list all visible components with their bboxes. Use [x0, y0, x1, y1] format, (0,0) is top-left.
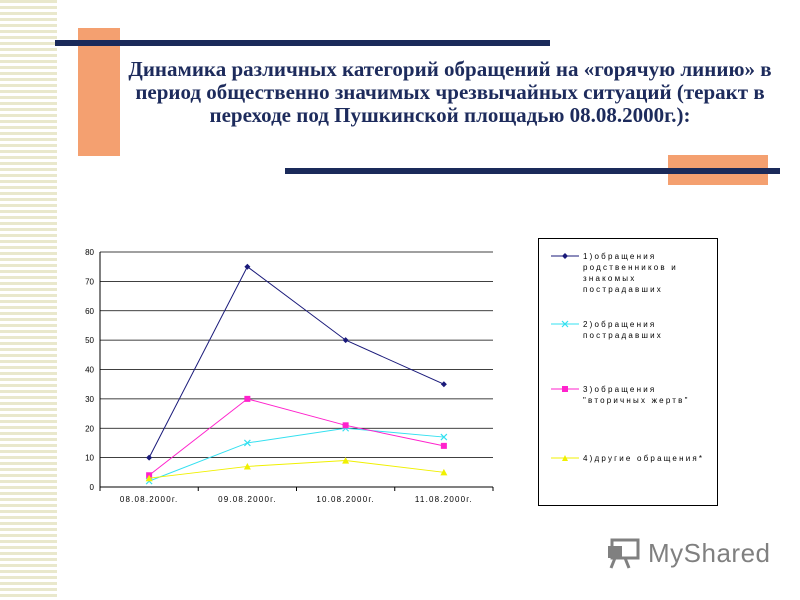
chart-legend: 1)обращения родственников и знакомых пос…	[538, 238, 718, 506]
orange-accent-block-left	[78, 28, 120, 156]
legend-label-4: 4)другие обращения*	[583, 454, 705, 463]
series-1-point	[342, 337, 349, 344]
x-tick-label: 11.08.2000г.	[415, 495, 473, 504]
y-tick-label: 30	[85, 395, 94, 404]
x-tick-label: 09.08.2000г.	[218, 495, 277, 504]
x-tick-label: 08.08.2000г.	[120, 495, 179, 504]
series-3-point	[440, 442, 447, 449]
legend-symbol-1	[551, 253, 579, 259]
y-tick-label: 10	[85, 454, 94, 463]
series-line-2	[148, 427, 444, 482]
series-line-1	[148, 265, 445, 458]
navy-rule-top	[55, 40, 550, 46]
legend-symbol-3	[551, 386, 579, 392]
series-1-point	[146, 454, 153, 461]
series-4-point	[440, 468, 448, 476]
y-tick-label: 50	[85, 336, 94, 345]
logo-text: MyShared	[648, 538, 771, 568]
legend-symbol-4	[551, 455, 579, 461]
myshared-logo: MyShared	[606, 536, 776, 572]
striped-sidebar	[0, 0, 57, 600]
y-tick-label: 40	[85, 366, 94, 375]
legend-label-2: 2)обращения пострадавших	[583, 320, 663, 340]
series-2-point	[243, 439, 251, 447]
series-1-point	[244, 263, 251, 270]
navy-rule-bottom	[285, 168, 780, 174]
series-1-point	[440, 381, 447, 388]
y-tick-label: 20	[85, 424, 94, 433]
legend-label-1: 1)обращения родственников и знакомых пос…	[583, 252, 678, 294]
series-3-point	[342, 422, 349, 429]
series-4-point	[342, 457, 350, 464]
series-3-point	[244, 395, 251, 402]
series-4-point	[145, 474, 153, 482]
y-tick-label: 70	[85, 277, 94, 286]
legend-label-3: 3)обращения "вторичных жертв"	[583, 385, 690, 405]
series-line-3	[148, 398, 444, 476]
y-tick-label: 60	[85, 307, 94, 316]
projector-board-icon	[608, 538, 640, 569]
series-2-point	[440, 433, 448, 441]
x-tick-label: 10.08.2000г.	[316, 495, 375, 504]
y-tick-label: 0	[90, 483, 95, 492]
legend-symbol-2	[551, 320, 579, 328]
page-title: Динамика различных категорий обращений н…	[128, 57, 772, 127]
y-tick-label: 80	[85, 248, 94, 257]
series-line-4	[149, 460, 444, 479]
series-4-point	[243, 462, 251, 470]
